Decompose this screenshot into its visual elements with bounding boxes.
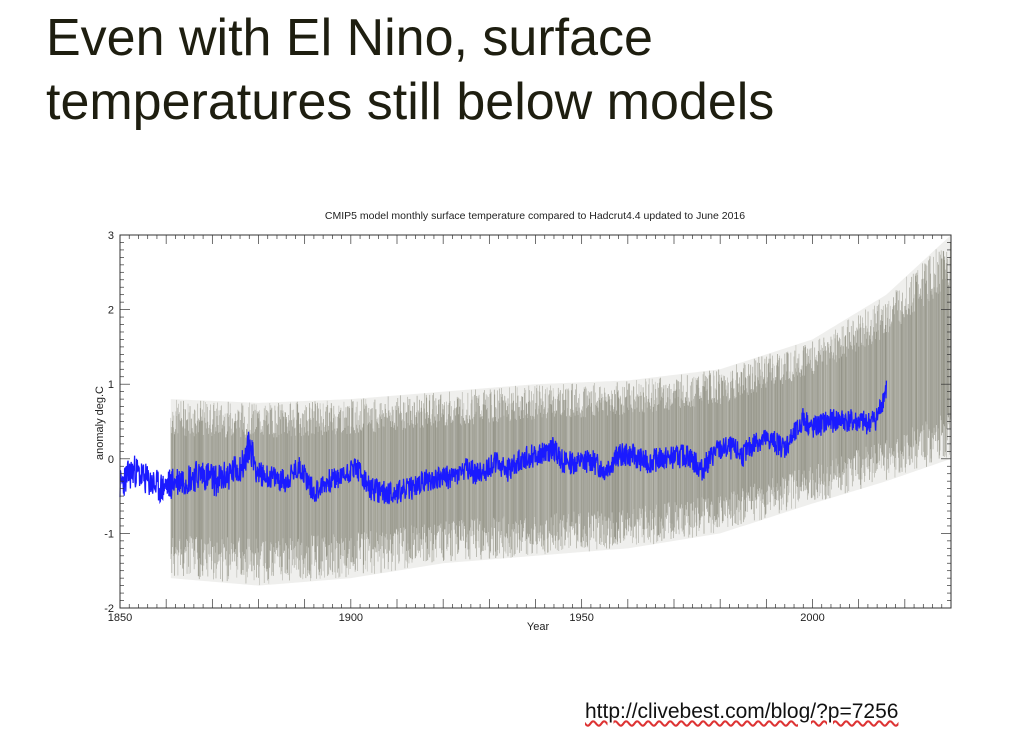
x-tick-label: 1950 xyxy=(569,612,593,624)
y-tick-label: 1 xyxy=(108,379,114,391)
chart-svg: CMIP5 model monthly surface temperature … xyxy=(94,210,952,633)
observation-series xyxy=(119,380,888,505)
x-tick-label: 1850 xyxy=(108,612,132,624)
source-url[interactable]: http://clivebest.com/blog/?p=7256 xyxy=(585,700,899,723)
observation-line xyxy=(119,380,888,505)
x-tick-label: 1900 xyxy=(339,612,363,624)
model-ensemble xyxy=(170,235,952,586)
x-axis-label: Year xyxy=(527,621,550,633)
y-tick-label: 2 xyxy=(108,305,114,317)
slide-title-line-1: Even with El Nino, surface xyxy=(46,9,653,67)
y-tick-label: -1 xyxy=(104,528,114,540)
y-tick-label: 3 xyxy=(108,230,114,242)
chart: CMIP5 model monthly surface temperature … xyxy=(88,205,968,645)
y-axis-label: anomaly deg.C xyxy=(94,386,106,460)
chart-title: CMIP5 model monthly surface temperature … xyxy=(325,210,745,222)
y-tick-label: 0 xyxy=(108,454,114,466)
slide-title-line-2: temperatures still below models xyxy=(46,73,775,131)
y-tick-label: -2 xyxy=(104,603,114,615)
axes: 1850 1900 1950 2000 -2 -1 0 1 2 3 xyxy=(104,230,952,624)
source-link[interactable]: http://clivebest.com/blog/?p=7256 xyxy=(585,700,898,724)
x-tick-label: 2000 xyxy=(800,612,824,624)
slide-title: Even with El Nino, surface temperatures … xyxy=(46,6,1006,134)
